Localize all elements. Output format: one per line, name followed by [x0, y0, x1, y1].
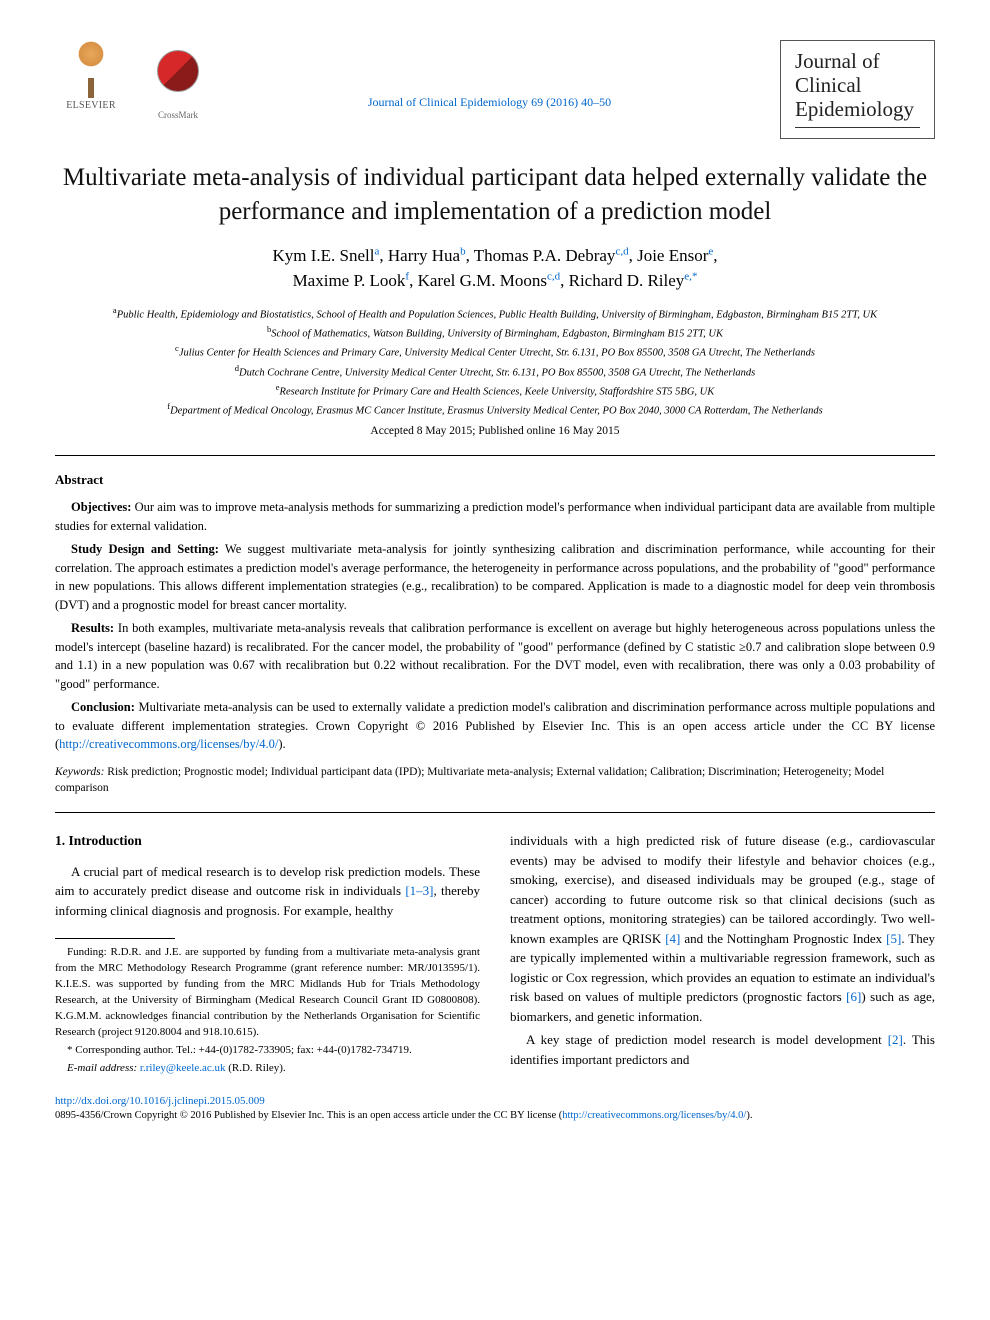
- keywords-text: Risk prediction; Prognostic model; Indiv…: [55, 766, 884, 794]
- author-5: Maxime P. Look: [293, 271, 406, 290]
- license-link[interactable]: http://creativecommons.org/licenses/by/4…: [59, 737, 278, 751]
- crossmark-label: CrossMark: [157, 110, 199, 120]
- affil-sup-cd[interactable]: c,d: [615, 245, 628, 257]
- affil-e-text: Research Institute for Primary Care and …: [280, 386, 715, 397]
- intro-heading: 1. Introduction: [55, 831, 480, 851]
- article-dates: Accepted 8 May 2015; Published online 16…: [55, 425, 935, 437]
- crossmark-widget[interactable]: CrossMark: [157, 50, 199, 120]
- doi-text: http://dx.doi.org/10.1016/j.jclinepi.201…: [55, 1095, 265, 1107]
- journal-title-line1: Journal of: [795, 49, 920, 73]
- journal-cover-box: Journal of Clinical Epidemiology: [780, 40, 935, 139]
- col2-p1a: individuals with a high predicted risk o…: [510, 833, 935, 946]
- corresponding-note: * Corresponding author. Tel.: +44-(0)178…: [55, 1043, 480, 1059]
- doi-link[interactable]: http://dx.doi.org/10.1016/j.jclinepi.201…: [55, 1095, 935, 1107]
- affil-e: eResearch Institute for Primary Care and…: [55, 381, 935, 400]
- copyright-line: 0895-4356/Crown Copyright © 2016 Publish…: [55, 1109, 935, 1124]
- abstract-results: Results: In both examples, multivariate …: [55, 619, 935, 694]
- col2-para-2: A key stage of prediction model research…: [510, 1030, 935, 1069]
- footnotes: Funding: R.D.R. and J.E. are supported b…: [55, 945, 480, 1077]
- affil-d-text: Dutch Cochrane Centre, University Medica…: [239, 367, 755, 378]
- ref-4[interactable]: [4]: [665, 931, 680, 946]
- email-label: E-mail address:: [67, 1062, 137, 1074]
- results-label: Results:: [71, 621, 114, 635]
- article-title: Multivariate meta-analysis of individual…: [55, 161, 935, 229]
- elsevier-tree-icon: [61, 40, 121, 98]
- publisher-name: ELSEVIER: [66, 100, 116, 111]
- author-list: Kym I.E. Snella, Harry Huab, Thomas P.A.…: [55, 243, 935, 294]
- abstract-conclusion: Conclusion: Multivariate meta-analysis c…: [55, 698, 935, 754]
- corresponding-star[interactable]: *: [692, 271, 698, 283]
- journal-citation[interactable]: Journal of Clinical Epidemiology 69 (201…: [368, 95, 611, 109]
- journal-title-line3: Epidemiology: [795, 97, 920, 121]
- rule-top: [55, 455, 935, 456]
- author-1: Kym I.E. Snell: [272, 246, 374, 265]
- funding-note: Funding: R.D.R. and J.E. are supported b…: [55, 945, 480, 1041]
- article-page: ELSEVIER CrossMark Journal of Clinical E…: [0, 0, 990, 1153]
- crossmark-icon: [157, 50, 199, 92]
- affil-sup-e[interactable]: e: [708, 245, 713, 257]
- col2-para-1: individuals with a high predicted risk o…: [510, 831, 935, 1026]
- header-left: ELSEVIER CrossMark: [55, 40, 199, 120]
- affil-c-text: Julius Center for Health Sciences and Pr…: [179, 348, 815, 359]
- author-2: , Harry Hua: [379, 246, 460, 265]
- copyright-b: ).: [746, 1110, 752, 1121]
- affil-b-text: School of Mathematics, Watson Building, …: [271, 329, 723, 340]
- affil-a-text: Public Health, Epidemiology and Biostati…: [117, 309, 877, 320]
- author-3: , Thomas P.A. Debray: [466, 246, 616, 265]
- journal-title-line2: Clinical: [795, 73, 920, 97]
- page-header: ELSEVIER CrossMark Journal of Clinical E…: [55, 40, 935, 139]
- abstract-objectives: Objectives: Our aim was to improve meta-…: [55, 498, 935, 536]
- email-suffix: (R.D. Riley).: [225, 1062, 285, 1074]
- keywords-label: Keywords:: [55, 766, 104, 778]
- ref-5[interactable]: [5]: [886, 931, 901, 946]
- col2-p2a: A key stage of prediction model research…: [526, 1032, 888, 1047]
- column-left: 1. Introduction A crucial part of medica…: [55, 831, 480, 1078]
- affil-d: dDutch Cochrane Centre, University Medic…: [55, 362, 935, 381]
- email-note: E-mail address: r.riley@keele.ac.uk (R.D…: [55, 1061, 480, 1077]
- ref-6[interactable]: [6]: [846, 989, 861, 1004]
- copyright-a: 0895-4356/Crown Copyright © 2016 Publish…: [55, 1110, 562, 1121]
- elsevier-logo[interactable]: ELSEVIER: [55, 40, 127, 120]
- affiliations: aPublic Health, Epidemiology and Biostat…: [55, 304, 935, 420]
- objectives-text: Our aim was to improve meta-analysis met…: [55, 500, 935, 533]
- author-6: , Karel G.M. Moons: [409, 271, 547, 290]
- footnote-rule: [55, 938, 175, 939]
- affil-sup-cd2[interactable]: c,d: [547, 271, 560, 283]
- ref-1-3[interactable]: [1–3]: [405, 883, 433, 898]
- affil-sup-e-star[interactable]: e,: [684, 271, 692, 283]
- footer-license-link[interactable]: http://creativecommons.org/licenses/by/4…: [562, 1110, 746, 1121]
- abstract-heading: Abstract: [55, 472, 935, 488]
- affil-f-text: Department of Medical Oncology, Erasmus …: [170, 406, 823, 417]
- affil-f: fDepartment of Medical Oncology, Erasmus…: [55, 400, 935, 419]
- author-4: , Joie Ensor: [629, 246, 709, 265]
- affil-c: cJulius Center for Health Sciences and P…: [55, 342, 935, 361]
- intro-para-1: A crucial part of medical research is to…: [55, 862, 480, 921]
- column-right: individuals with a high predicted risk o…: [510, 831, 935, 1078]
- body-columns: 1. Introduction A crucial part of medica…: [55, 831, 935, 1078]
- affil-b: bSchool of Mathematics, Watson Building,…: [55, 323, 935, 342]
- conclusion-end: ).: [278, 737, 285, 751]
- affil-a: aPublic Health, Epidemiology and Biostat…: [55, 304, 935, 323]
- rule-bottom: [55, 812, 935, 813]
- email-link[interactable]: r.riley@keele.ac.uk: [137, 1062, 225, 1074]
- abstract-design: Study Design and Setting: We suggest mul…: [55, 540, 935, 615]
- ref-2[interactable]: [2]: [888, 1032, 903, 1047]
- design-label: Study Design and Setting:: [71, 542, 219, 556]
- results-text: In both examples, multivariate meta-anal…: [55, 621, 935, 691]
- col2-p1b: and the Nottingham Prognostic Index: [680, 931, 886, 946]
- author-7: , Richard D. Riley: [560, 271, 684, 290]
- keywords: Keywords: Risk prediction; Prognostic mo…: [55, 764, 935, 796]
- journal-underline: [795, 127, 920, 128]
- header-center: Journal of Clinical Epidemiology 69 (201…: [219, 40, 760, 111]
- objectives-label: Objectives:: [71, 500, 131, 514]
- conclusion-label: Conclusion:: [71, 700, 135, 714]
